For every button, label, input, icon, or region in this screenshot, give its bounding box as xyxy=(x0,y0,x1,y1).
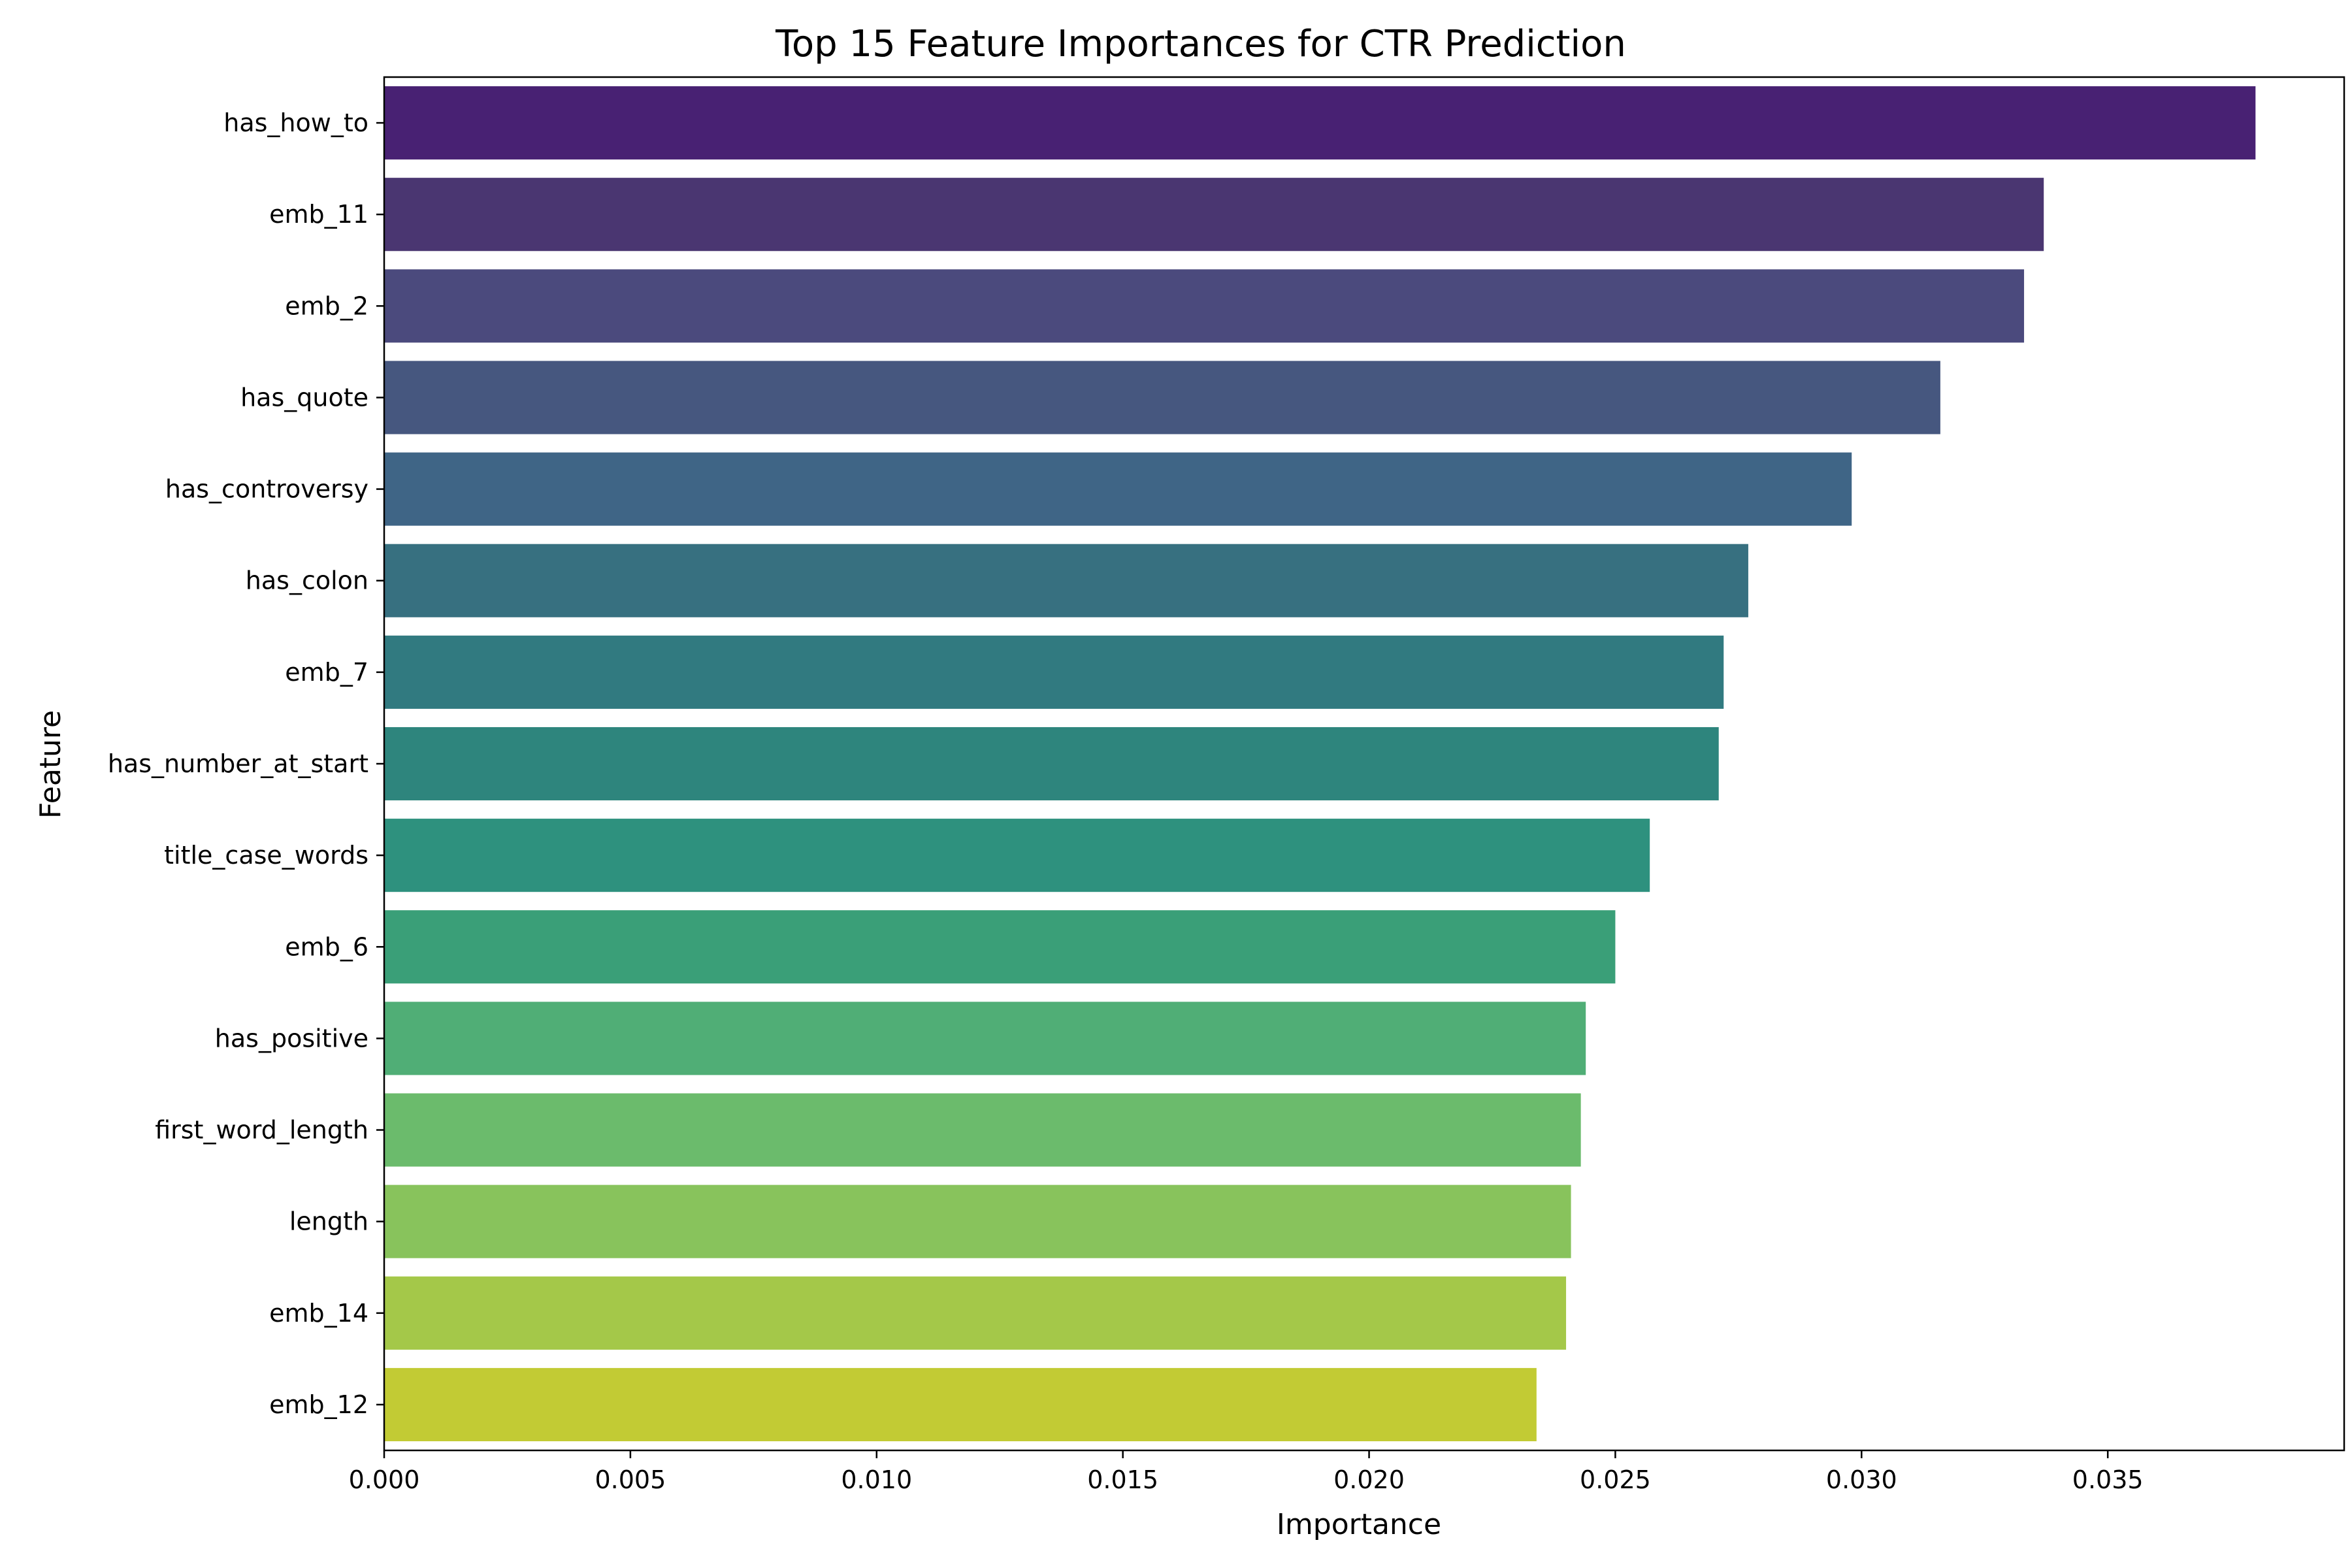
bar-title-case-words xyxy=(384,819,1650,892)
x-tick-label: 0.035 xyxy=(2072,1465,2144,1494)
bar-emb-11 xyxy=(384,178,2044,252)
x-tick-label: 0.005 xyxy=(595,1465,666,1494)
bar-first-word-length xyxy=(384,1093,1581,1167)
y-tick-label: has_colon xyxy=(246,566,368,595)
x-tick-label: 0.030 xyxy=(1826,1465,1897,1494)
x-tick-label: 0.025 xyxy=(1580,1465,1651,1494)
bar-has-how-to xyxy=(384,86,2256,160)
x-axis: 0.000 0.005 0.010 0.015 0.020 0.025 0.030 0.035 xyxy=(349,1450,2144,1494)
bar-emb-12 xyxy=(384,1367,1537,1441)
bar-has-quote xyxy=(384,361,1940,434)
y-tick-label: has_how_to xyxy=(223,108,368,137)
x-tick-label: 0.010 xyxy=(841,1465,912,1494)
y-tick-label: emb_12 xyxy=(269,1390,368,1419)
y-tick-label: length xyxy=(289,1207,368,1236)
y-tick-label: has_controversy xyxy=(165,475,368,504)
bars-layer xyxy=(384,86,2256,1441)
y-tick-label: has_quote xyxy=(240,383,368,412)
bar-has-controversy xyxy=(384,452,1852,526)
bar-emb-6 xyxy=(384,910,1616,984)
chart-title: Top 15 Feature Importances for CTR Predi… xyxy=(775,23,1626,65)
bar-has-positive xyxy=(384,1002,1586,1075)
bar-has-number-at-start xyxy=(384,727,1719,801)
y-axis: has_how_to emb_11 emb_2 has_quote has_contro… xyxy=(108,108,384,1419)
y-tick-label: emb_14 xyxy=(269,1299,368,1328)
bar-has-colon xyxy=(384,544,1748,617)
x-axis-label: Importance xyxy=(1277,1508,1441,1541)
bar-emb-2 xyxy=(384,269,2025,343)
bar-emb-7 xyxy=(384,635,1724,709)
y-tick-label: first_word_length xyxy=(155,1116,368,1145)
y-tick-label: emb_7 xyxy=(285,658,368,687)
y-tick-label: has_positive xyxy=(215,1024,368,1053)
y-tick-label: title_case_words xyxy=(164,841,368,870)
y-tick-label: emb_11 xyxy=(269,200,368,229)
bar-length xyxy=(384,1184,1571,1258)
y-axis-label: Feature xyxy=(34,710,67,819)
bar-emb-14 xyxy=(384,1276,1567,1350)
y-tick-label: has_number_at_start xyxy=(108,749,368,778)
x-tick-label: 0.015 xyxy=(1087,1465,1158,1494)
y-tick-label: emb_6 xyxy=(285,932,368,961)
y-tick-label: emb_2 xyxy=(285,291,368,320)
x-tick-label: 0.020 xyxy=(1333,1465,1405,1494)
x-tick-label: 0.000 xyxy=(349,1465,420,1494)
